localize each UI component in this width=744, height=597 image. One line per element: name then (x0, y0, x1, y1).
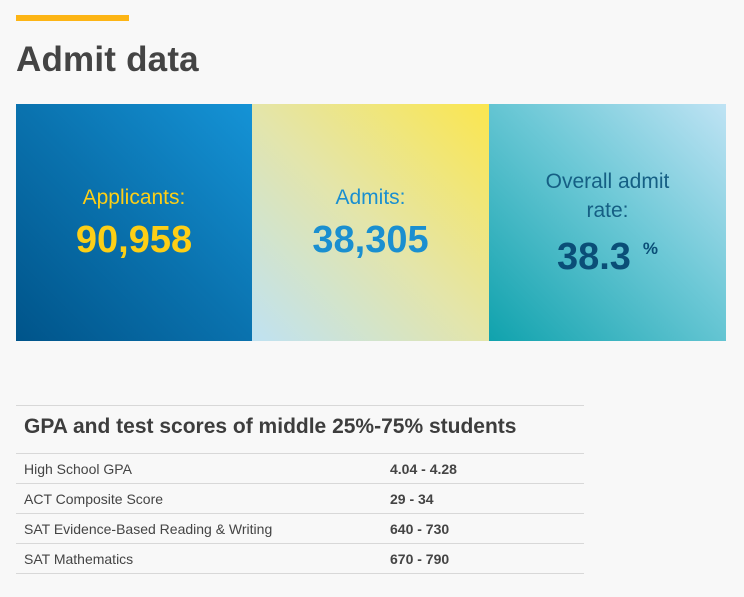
score-label: SAT Mathematics (24, 550, 134, 567)
score-value: 640 - 730 (390, 520, 450, 537)
scores-table: GPA and test scores of middle 25%-75% st… (16, 405, 584, 574)
score-label: SAT Evidence-Based Reading & Writing (24, 520, 273, 537)
admit-rate-card: Overall admit rate: 38.3 % (489, 104, 726, 341)
score-label: High School GPA (24, 460, 132, 477)
admit-stats-panel: Applicants: 90,958 Admits: 38,305 Overal… (16, 104, 726, 341)
title-accent-bar (16, 15, 129, 21)
applicants-label: Applicants: (82, 186, 186, 209)
admits-card: Admits: 38,305 (252, 104, 489, 341)
admits-value: 38,305 (312, 219, 429, 261)
admits-label: Admits: (335, 186, 406, 209)
table-row: High School GPA 4.04 - 4.28 (16, 454, 584, 484)
admit-rate-label: Overall admit rate: (545, 169, 670, 222)
score-value: 670 - 790 (390, 550, 450, 567)
applicants-value: 90,958 (75, 219, 193, 261)
table-row: SAT Mathematics 670 - 790 (16, 544, 584, 574)
page-title: Admit data (16, 40, 199, 79)
admit-rate-unit: % (642, 238, 659, 258)
admit-rate-value: 38.3 (556, 235, 631, 278)
scores-table-title: GPA and test scores of middle 25%-75% st… (16, 406, 584, 454)
applicants-card: Applicants: 90,958 (16, 104, 252, 341)
table-row: SAT Evidence-Based Reading & Writing 640… (16, 514, 584, 544)
table-row: ACT Composite Score 29 - 34 (16, 484, 584, 514)
score-value: 4.04 - 4.28 (390, 460, 457, 477)
score-label: ACT Composite Score (24, 490, 164, 507)
admit-rate-figure: 38.3 % (557, 235, 658, 279)
score-value: 29 - 34 (390, 490, 434, 507)
